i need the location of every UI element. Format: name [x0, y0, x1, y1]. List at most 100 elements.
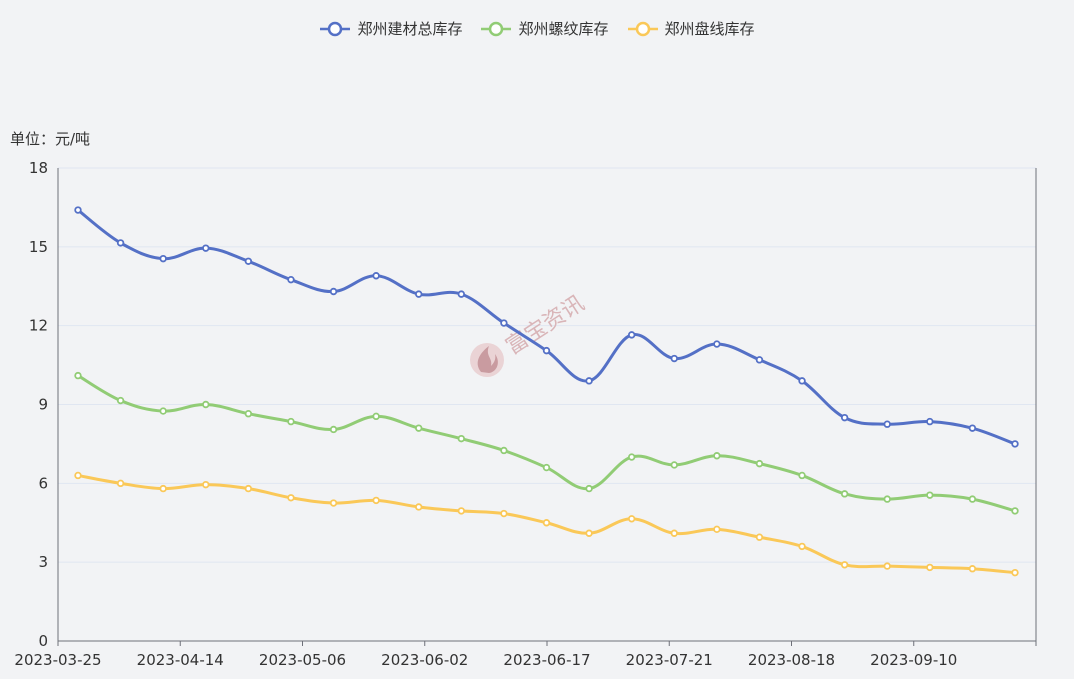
x-axis-ticks: 2023-03-25 2023-04-14 2023-05-06 2023-06-02…: [14, 641, 1037, 669]
flame-logo-icon: [470, 343, 504, 377]
data-point: [329, 499, 338, 507]
data-point: [329, 287, 338, 296]
data-point: [755, 356, 764, 364]
data-point: [244, 257, 253, 265]
y-tick-label: 15: [29, 238, 48, 256]
data-point: [968, 424, 977, 432]
data-point: [926, 491, 934, 499]
series-1: [74, 206, 1019, 448]
data-point: [116, 479, 125, 488]
data-point: [287, 494, 295, 502]
legend-label: 郑州螺纹库存: [518, 20, 609, 38]
data-point: [840, 413, 849, 422]
data-point: [670, 354, 678, 363]
data-point: [585, 529, 593, 537]
data-point: [1011, 507, 1019, 515]
series-2: [74, 371, 1019, 515]
data-point: [713, 525, 721, 534]
series-3: [74, 471, 1019, 577]
data-point: [798, 377, 806, 385]
data-point: [415, 503, 423, 511]
data-point: [329, 425, 338, 434]
legend-item-rebar[interactable]: 郑州螺纹库存: [480, 18, 609, 39]
legend-item-total[interactable]: 郑州建材总库存: [319, 18, 462, 39]
data-point: [585, 377, 593, 385]
data-point: [244, 409, 253, 418]
data-point: [159, 407, 167, 415]
legend-line-circle-icon: [481, 21, 512, 36]
data-point: [287, 275, 295, 284]
data-point: [627, 331, 636, 339]
data-point: [457, 434, 466, 443]
legend-line-circle-icon: [627, 21, 658, 36]
data-point: [670, 529, 678, 537]
grid-lines: [58, 167, 1036, 563]
data-point: [500, 509, 508, 518]
series-lines: [74, 206, 1019, 577]
series-line: [77, 374, 1016, 513]
x-tick-label: 2023-07-21: [626, 651, 713, 669]
x-tick-label: 2023-06-02: [381, 651, 468, 669]
data-point: [883, 495, 891, 503]
data-point: [500, 446, 508, 455]
data-point: [840, 490, 849, 498]
data-point: [116, 396, 125, 405]
data-point: [202, 244, 210, 252]
y-tick-label: 0: [38, 632, 48, 650]
data-point: [755, 459, 764, 468]
y-axis-ticks: 0 3 6 9 12 15 18: [29, 159, 48, 650]
data-point: [500, 319, 508, 327]
watermark: 富宝资讯: [470, 291, 589, 377]
y-tick-label: 12: [29, 317, 48, 335]
data-point: [798, 542, 806, 551]
data-point: [159, 254, 167, 263]
data-point: [542, 463, 551, 472]
data-point: [457, 290, 466, 298]
y-tick-label: 18: [29, 159, 48, 177]
data-point: [415, 290, 423, 298]
data-point: [372, 412, 380, 421]
data-point: [883, 562, 891, 570]
data-point: [74, 206, 82, 214]
data-point: [116, 239, 125, 247]
data-point: [1011, 568, 1019, 577]
y-tick-label: 3: [38, 553, 48, 571]
x-tick-label: 2023-04-14: [137, 651, 224, 669]
legend-line-circle-icon: [320, 21, 351, 36]
data-point: [713, 340, 721, 348]
data-point: [372, 272, 380, 280]
data-point: [968, 565, 977, 573]
legend-label: 郑州建材总库存: [357, 20, 463, 38]
data-point: [372, 496, 380, 505]
data-point: [585, 484, 593, 493]
data-point: [840, 561, 849, 569]
data-point: [244, 484, 253, 493]
x-tick-label: 2023-03-25: [14, 651, 101, 669]
y-tick-label: 9: [38, 396, 48, 414]
legend-label: 郑州盘线库存: [664, 20, 755, 38]
data-point: [457, 507, 466, 515]
data-point: [1011, 440, 1019, 448]
data-point: [926, 417, 934, 426]
data-point: [74, 471, 82, 480]
data-point: [287, 417, 295, 426]
x-tick-label: 2023-09-10: [870, 651, 957, 669]
data-point: [968, 495, 977, 503]
data-point: [627, 453, 636, 461]
data-point: [542, 346, 551, 355]
data-point: [74, 371, 82, 380]
y-axis-unit-label: 单位：元/吨: [10, 130, 91, 148]
legend-item-wire[interactable]: 郑州盘线库存: [627, 18, 755, 39]
data-point: [798, 471, 806, 480]
legend: 郑州建材总库存 郑州螺纹库存 郑州盘线库存: [0, 18, 1074, 39]
x-tick-label: 2023-05-06: [259, 651, 346, 669]
data-point: [713, 452, 721, 460]
data-point: [755, 533, 764, 541]
data-point: [202, 400, 210, 409]
data-point: [415, 424, 423, 432]
data-point: [883, 420, 891, 428]
data-point: [670, 461, 678, 469]
data-point: [202, 480, 210, 489]
data-point: [926, 563, 934, 572]
